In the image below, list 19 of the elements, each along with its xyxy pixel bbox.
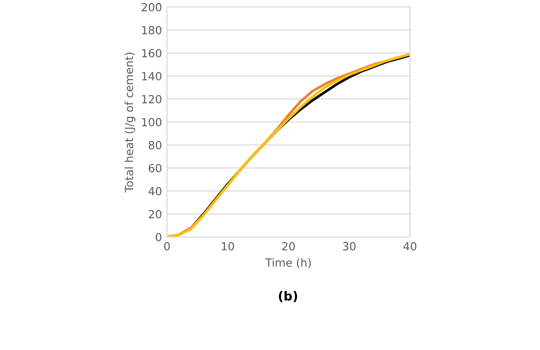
x-tick-label: 40 <box>403 242 416 250</box>
y-tick-label: 80 <box>148 140 162 150</box>
y-tick-label: 180 <box>142 26 162 34</box>
y-tick-label: 100 <box>142 118 162 126</box>
y-tick-label: 60 <box>148 164 162 172</box>
x-tick-label: 30 <box>343 242 356 250</box>
x-tick-label: 0 <box>164 242 170 250</box>
y-tick-label: 40 <box>148 186 162 196</box>
y-tick-label: 0 <box>156 232 162 242</box>
y-tick-label: 120 <box>142 94 162 104</box>
y-axis-title: Total heat (J/g of cement) <box>124 52 136 192</box>
y-tick-label: 140 <box>142 72 162 80</box>
text: (b) <box>278 290 298 302</box>
y-tick-label: 20 <box>148 210 162 218</box>
y-tick-label: 200 <box>142 2 162 12</box>
y-tick-label: 160 <box>142 48 162 58</box>
x-axis-title: Time (h) <box>265 258 311 268</box>
x-tick-label: 20 <box>282 242 295 250</box>
x-tick-label: 10 <box>222 242 234 250</box>
